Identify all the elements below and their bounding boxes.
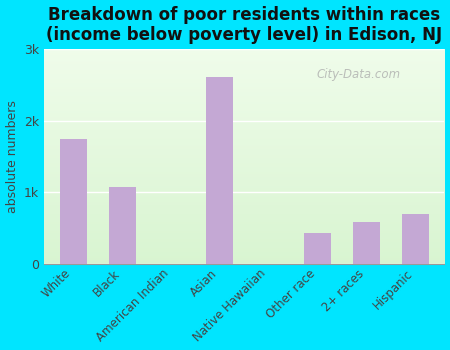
Text: City-Data.com: City-Data.com bbox=[316, 68, 400, 81]
Y-axis label: absolute numbers: absolute numbers bbox=[5, 100, 18, 213]
Bar bbox=[207, 77, 233, 264]
Bar bbox=[60, 139, 87, 264]
Bar bbox=[304, 233, 331, 264]
Bar bbox=[109, 187, 135, 264]
Bar bbox=[402, 214, 428, 264]
Title: Breakdown of poor residents within races
(income below poverty level) in Edison,: Breakdown of poor residents within races… bbox=[46, 6, 442, 44]
Bar bbox=[353, 222, 380, 264]
